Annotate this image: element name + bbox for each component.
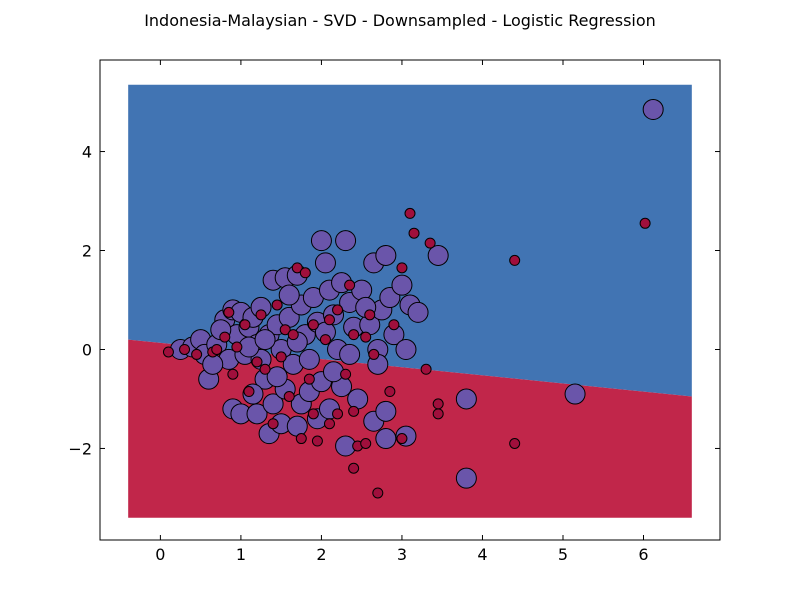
x-tick-label: 4 (477, 545, 487, 564)
scatter-point (191, 348, 203, 360)
scatter-point (307, 408, 319, 420)
scatter-point (286, 415, 308, 437)
scatter-point (339, 343, 361, 365)
scatter-point (243, 386, 255, 398)
x-tick-label: 6 (638, 545, 648, 564)
scatter-point (319, 334, 331, 346)
scatter-point (254, 329, 276, 351)
scatter-point (407, 301, 429, 323)
scatter-point (287, 329, 299, 341)
scatter-point (307, 319, 319, 331)
scatter-point (348, 462, 360, 474)
scatter-point (255, 309, 267, 321)
scatter-point (271, 299, 283, 311)
scatter-point (420, 363, 432, 375)
scatter-point (564, 383, 586, 405)
scatter-point (323, 418, 335, 430)
scatter-point (360, 438, 372, 450)
scatter-point (375, 244, 397, 266)
scatter-point (348, 329, 360, 341)
scatter-point (404, 207, 416, 219)
scatter-point (639, 217, 651, 229)
scatter-point (262, 393, 284, 415)
scatter-point (347, 388, 369, 410)
scatter-point (396, 262, 408, 274)
scatter-point (372, 487, 384, 499)
x-tick-label: 3 (397, 545, 407, 564)
scatter-point (295, 433, 307, 445)
scatter-point (299, 267, 311, 279)
plot-frame (99, 59, 721, 541)
scatter-point (455, 388, 477, 410)
scatter-point (323, 314, 335, 326)
scatter-point (303, 373, 315, 385)
scatter-point (424, 237, 436, 249)
scatter-point (314, 252, 336, 274)
scatter-point (179, 343, 191, 355)
chart-title: Indonesia-Malaysian - SVD - Downsampled … (144, 11, 656, 30)
scatter-point (455, 467, 477, 489)
scatter-point (311, 435, 323, 447)
y-tick-label: 0 (82, 340, 92, 359)
scatter-point (375, 428, 397, 450)
x-axis: 0 1 2 3 4 5 6 (155, 60, 649, 564)
scatter-point (231, 341, 243, 353)
scatter-point (223, 306, 235, 318)
scatter-point (375, 400, 397, 422)
scatter-point (227, 368, 239, 380)
plot-area (99, 59, 721, 541)
x-tick-label: 5 (558, 545, 568, 564)
scatter-point (388, 319, 400, 331)
scatter-point (291, 262, 303, 274)
scatter-point (344, 279, 356, 291)
scatter-point (332, 408, 344, 420)
scatter-point (267, 418, 279, 430)
scatter-point (348, 405, 360, 417)
scatter-point (251, 356, 263, 368)
scatter-point (246, 403, 268, 425)
scatter-point (298, 348, 320, 370)
scatter-point (219, 331, 231, 343)
scatter-point (432, 408, 444, 420)
scatter-point (368, 348, 380, 360)
scatter-point (266, 366, 288, 388)
x-tick-label: 0 (155, 545, 165, 564)
scatter-point (283, 390, 295, 402)
y-axis: −2 0 2 4 (68, 143, 720, 458)
scatter-point (239, 319, 251, 331)
scatter-point (162, 346, 174, 358)
scatter-point (384, 386, 396, 398)
scatter-point (332, 304, 344, 316)
scatter-series-2 (162, 207, 651, 499)
scatter-point (278, 284, 300, 306)
scatter-series-1 (170, 98, 664, 489)
scatter-point (323, 361, 345, 383)
x-tick-label: 2 (316, 545, 326, 564)
scatter-point (642, 98, 664, 120)
y-tick-label: 4 (82, 143, 92, 162)
scatter-point (408, 227, 420, 239)
scatter-point (396, 433, 408, 445)
scatter-point (340, 368, 352, 380)
scatter-point (335, 230, 357, 252)
y-tick-label: −2 (68, 439, 92, 458)
scatter-point (364, 309, 376, 321)
scatter-point (395, 338, 417, 360)
scatter-point (391, 274, 413, 296)
scatter-point (432, 398, 444, 410)
scatter-point (360, 331, 372, 343)
scatter-point (275, 351, 287, 363)
scatter-point (427, 244, 449, 266)
x-tick-label: 1 (236, 545, 246, 564)
y-tick-label: 2 (82, 242, 92, 261)
scatter-point (259, 363, 271, 375)
scatter-point (310, 230, 332, 252)
scatter-point (279, 324, 291, 336)
scatter-point (509, 254, 521, 266)
scatter-point (509, 438, 521, 450)
scatter-point (211, 343, 223, 355)
